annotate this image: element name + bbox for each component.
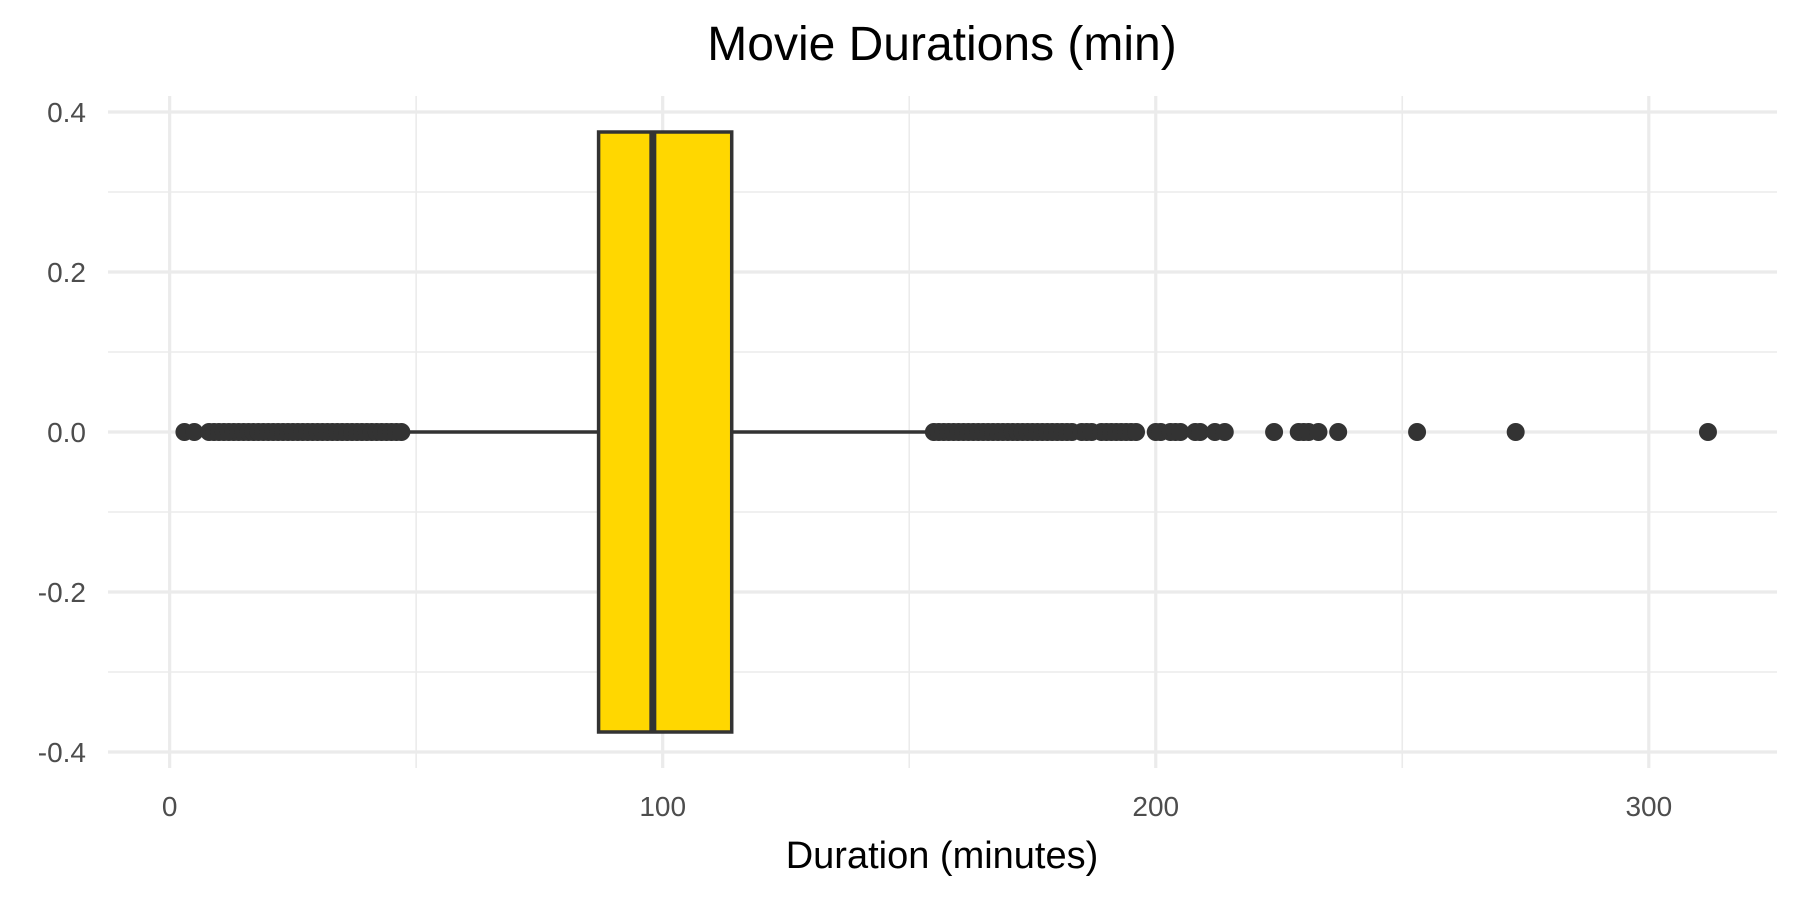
outlier-point <box>1191 423 1210 441</box>
outlier-point <box>1171 423 1190 441</box>
y-tick-label: 0.4 <box>47 97 86 128</box>
outlier-point <box>1408 423 1427 441</box>
outlier-point <box>1215 423 1234 441</box>
tick-labels: 0 100 200 300 -0.4 -0.2 0.0 0.2 0.4 <box>38 97 1672 822</box>
outlier-point <box>1329 423 1348 441</box>
outlier-point <box>1265 423 1284 441</box>
x-tick-label: 0 <box>162 791 178 822</box>
outlier-point <box>1698 423 1717 441</box>
y-tick-label: 0.2 <box>47 257 86 288</box>
chart-title: Movie Durations (min) <box>707 18 1176 71</box>
outlier-point <box>1127 423 1146 441</box>
outlier-point <box>1506 423 1525 441</box>
outlier-point <box>185 423 204 441</box>
x-tick-label: 200 <box>1132 791 1179 822</box>
y-tick-label: -0.4 <box>38 737 86 768</box>
x-axis-label: Duration (minutes) <box>786 835 1099 877</box>
outlier-points <box>175 423 1717 441</box>
iqr-box <box>596 130 734 734</box>
x-tick-label: 100 <box>639 791 686 822</box>
y-tick-label: -0.2 <box>38 577 86 608</box>
outlier-point <box>392 423 411 441</box>
y-tick-label: 0.0 <box>47 417 86 448</box>
outlier-point <box>1309 423 1328 441</box>
x-tick-label: 300 <box>1625 791 1672 822</box>
box-layer <box>406 130 929 734</box>
